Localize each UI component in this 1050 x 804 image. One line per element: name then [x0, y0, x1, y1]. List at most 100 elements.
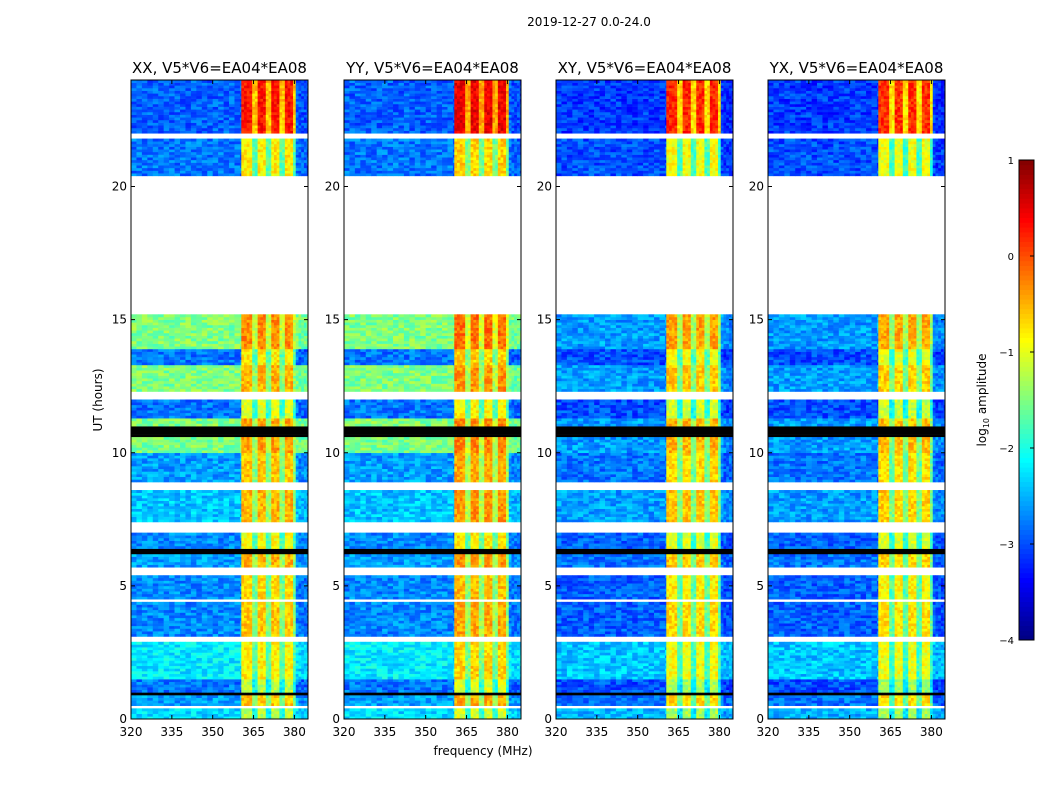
- heatmap-cell: [158, 389, 164, 392]
- heatmap-cell: [136, 447, 142, 450]
- heatmap-cell: [213, 511, 219, 514]
- heatmap-cell: [213, 442, 219, 445]
- heatmap-cell: [260, 690, 263, 693]
- heatmap-cell: [288, 498, 291, 501]
- heatmap-cell: [169, 447, 175, 450]
- heatmap-cell: [260, 498, 263, 501]
- heatmap-cell: [269, 663, 272, 666]
- heatmap-cell: [274, 463, 277, 466]
- heatmap-cell: [290, 631, 293, 634]
- heatmap-cell: [180, 679, 186, 682]
- heatmap-cell: [229, 607, 235, 610]
- heatmap-cell: [175, 674, 181, 677]
- heatmap-cell: [290, 378, 293, 381]
- heatmap-cell: [218, 658, 224, 661]
- heatmap-cell: [191, 602, 197, 605]
- heatmap-cell: [175, 386, 181, 389]
- heatmap-cell: [282, 594, 285, 597]
- heatmap-cell: [274, 620, 277, 623]
- heatmap-cell: [301, 589, 304, 592]
- heatmap-cell: [158, 437, 164, 440]
- heatmap-cell: [175, 700, 181, 703]
- heatmap-cell: [153, 605, 159, 608]
- heatmap-cell: [271, 415, 274, 418]
- heatmap-cell: [288, 389, 291, 392]
- heatmap-cell: [263, 671, 266, 674]
- heatmap-cell: [263, 554, 266, 557]
- heatmap-cell: [247, 602, 250, 605]
- heatmap-cell: [269, 490, 272, 493]
- heatmap-cell: [241, 439, 244, 442]
- heatmap-cell: [136, 586, 142, 589]
- heatmap-cell: [224, 559, 230, 562]
- heatmap-cell: [266, 626, 269, 629]
- heatmap-cell: [274, 418, 277, 421]
- heatmap-cell: [247, 402, 250, 405]
- heatmap-cell: [274, 628, 277, 631]
- heatmap-cell: [258, 413, 261, 416]
- heatmap-cell: [247, 474, 250, 477]
- heatmap-cell: [153, 378, 159, 381]
- heatmap-cell: [218, 437, 224, 440]
- heatmap-cell: [142, 594, 148, 597]
- heatmap-cell: [185, 628, 191, 631]
- heatmap-cell: [285, 575, 288, 578]
- heatmap-cell: [271, 437, 274, 440]
- heatmap-cell: [255, 676, 258, 679]
- heatmap-cell: [136, 415, 142, 418]
- heatmap-cell: [196, 498, 202, 501]
- heatmap-cell: [136, 413, 142, 416]
- heatmap-cell: [304, 477, 307, 480]
- heatmap-cell: [258, 450, 261, 453]
- heatmap-cell: [274, 575, 277, 578]
- heatmap-cell: [224, 413, 230, 416]
- heatmap-cell: [301, 620, 304, 623]
- heatmap-cell: [301, 442, 304, 445]
- heatmap-cell: [241, 541, 244, 544]
- heatmap-cell: [207, 546, 213, 549]
- heatmap-cell: [274, 413, 277, 416]
- heatmap-cell: [142, 453, 148, 456]
- heatmap-cell: [153, 538, 159, 541]
- heatmap-cell: [247, 413, 250, 416]
- heatmap-cell: [196, 490, 202, 493]
- heatmap-cell: [131, 559, 137, 562]
- heatmap-cell: [169, 437, 175, 440]
- heatmap-cell: [296, 495, 299, 498]
- heatmap-cell: [249, 684, 252, 687]
- heatmap-cell: [229, 631, 235, 634]
- heatmap-cell: [293, 407, 296, 410]
- heatmap-cell: [247, 466, 250, 469]
- heatmap-cell: [196, 386, 202, 389]
- heatmap-cell: [202, 682, 208, 685]
- heatmap-cell: [169, 578, 175, 581]
- heatmap-cell: [247, 445, 250, 448]
- heatmap-cell: [298, 479, 301, 482]
- heatmap-cell: [277, 658, 280, 661]
- heatmap-cell: [207, 514, 213, 517]
- heatmap-cell: [277, 389, 280, 392]
- heatmap-cell: [249, 591, 252, 594]
- heatmap-cell: [247, 389, 250, 392]
- heatmap-cell: [301, 591, 304, 594]
- heatmap-cell: [271, 652, 274, 655]
- heatmap-cell: [263, 407, 266, 410]
- heatmap-cell: [131, 565, 137, 568]
- heatmap-cell: [180, 589, 186, 592]
- heatmap-cell: [241, 660, 244, 663]
- heatmap-cell: [298, 423, 301, 426]
- heatmap-cell: [301, 477, 304, 480]
- heatmap-cell: [234, 557, 240, 560]
- heatmap-cell: [131, 626, 137, 629]
- heatmap-cell: [241, 658, 244, 661]
- heatmap-cell: [282, 557, 285, 560]
- heatmap-cell: [147, 469, 153, 472]
- heatmap-cell: [164, 519, 170, 522]
- heatmap-cell: [304, 554, 307, 557]
- heatmap-cell: [298, 445, 301, 448]
- heatmap-cell: [290, 557, 293, 560]
- heatmap-cell: [185, 690, 191, 693]
- heatmap-cell: [298, 498, 301, 501]
- heatmap-cell: [185, 415, 191, 418]
- heatmap-cell: [196, 618, 202, 621]
